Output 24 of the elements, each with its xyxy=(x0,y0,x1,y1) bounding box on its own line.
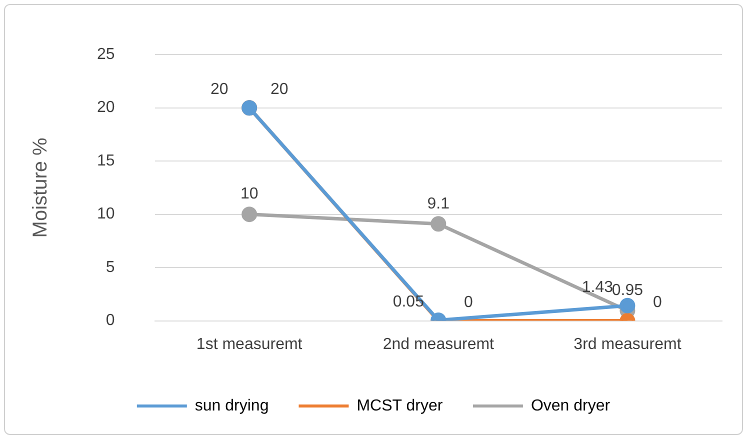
data-label: 20 xyxy=(270,81,288,98)
legend-label: MCST dryer xyxy=(356,397,444,414)
point xyxy=(620,298,636,314)
x-tick-label: 1st measuremt xyxy=(196,336,303,353)
point xyxy=(242,206,258,222)
point xyxy=(430,216,446,232)
data-label: 0 xyxy=(464,294,473,312)
data-label: 1.43 xyxy=(582,278,614,296)
y-tick-label: 25 xyxy=(97,46,115,64)
y-tick-label: 20 xyxy=(97,99,115,116)
data-label: 10 xyxy=(240,186,258,203)
data-label: 9.1 xyxy=(427,195,450,212)
data-label: 0.95 xyxy=(612,282,644,300)
y-tick-label: 10 xyxy=(97,206,115,223)
legend-label: Oven dryer xyxy=(530,397,611,414)
y-tick-label: 15 xyxy=(97,152,115,170)
y-tick-label: 0 xyxy=(106,312,115,330)
data-label: 20 xyxy=(210,81,228,98)
y-tick-label: 5 xyxy=(106,258,115,276)
legend-label: sun drying xyxy=(194,397,269,414)
x-tick-label: 2nd measuremt xyxy=(382,336,495,353)
x-tick-label: 3rd measuremt xyxy=(574,336,682,353)
y-axis-title: Moisture % xyxy=(30,137,52,238)
data-label: 0 xyxy=(653,294,662,312)
